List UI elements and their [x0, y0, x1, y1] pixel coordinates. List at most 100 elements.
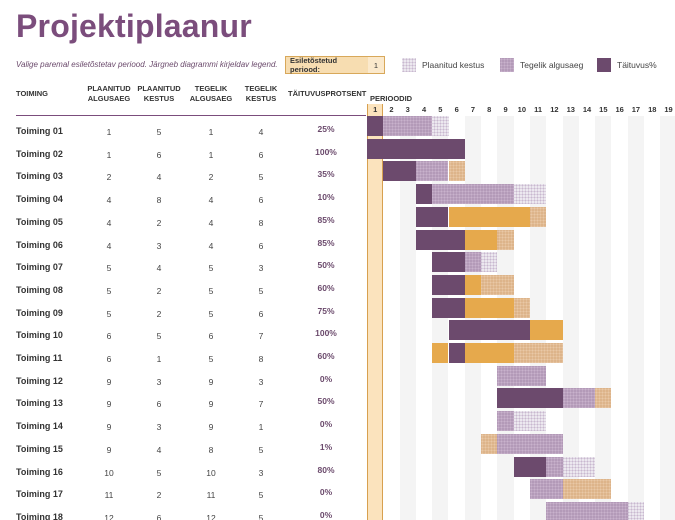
cell-plan-start[interactable]: 5: [106, 308, 112, 319]
cell-percent-complete[interactable]: 85%: [317, 214, 335, 225]
cell-percent-complete[interactable]: 0%: [319, 419, 333, 430]
cell-percent-complete[interactable]: 10%: [317, 192, 335, 203]
cell-percent-complete[interactable]: 100%: [315, 146, 337, 157]
cell-percent-complete[interactable]: 100%: [315, 328, 337, 339]
cell-plan-start[interactable]: 9: [106, 399, 112, 410]
cell-plan-start[interactable]: 2: [106, 172, 112, 183]
period-number: 12: [550, 105, 559, 114]
cell-percent-complete[interactable]: 85%: [317, 237, 335, 248]
cell-plan-start[interactable]: 4: [106, 217, 112, 228]
cell-percent-complete[interactable]: 0%: [319, 487, 333, 498]
cell-plan-start[interactable]: 1: [106, 149, 112, 160]
cell-percent-complete[interactable]: 25%: [317, 124, 335, 134]
cell-actual-start[interactable]: 9: [208, 399, 214, 410]
cell-plan-duration[interactable]: 2: [156, 217, 162, 228]
cell-percent-complete[interactable]: 75%: [317, 305, 335, 316]
cell-actual-duration[interactable]: 5: [258, 512, 264, 520]
period-number: 10: [517, 105, 526, 114]
cell-plan-duration[interactable]: 2: [156, 308, 162, 319]
cell-actual-duration[interactable]: 3: [258, 263, 264, 274]
cell-percent-complete[interactable]: 80%: [317, 464, 335, 475]
cell-actual-duration[interactable]: 4: [258, 127, 264, 137]
cell-plan-start[interactable]: 12: [104, 512, 114, 520]
cell-actual-start[interactable]: 1: [208, 127, 214, 137]
highlighted-period-input[interactable]: 1: [368, 57, 384, 73]
cell-plan-duration[interactable]: 6: [156, 149, 162, 160]
cell-actual-start[interactable]: 5: [208, 308, 214, 319]
cell-plan-start[interactable]: 5: [106, 263, 112, 274]
cell-actual-start[interactable]: 10: [206, 467, 216, 478]
cell-actual-start[interactable]: 2: [208, 172, 214, 183]
cell-actual-start[interactable]: 4: [208, 217, 214, 228]
highlighted-period-selector[interactable]: Esiletõstetud periood: 1: [285, 56, 385, 74]
cell-plan-start[interactable]: 4: [106, 195, 112, 206]
cell-actual-duration[interactable]: 6: [258, 149, 264, 160]
cell-actual-start[interactable]: 5: [208, 263, 214, 274]
cell-actual-duration[interactable]: 6: [258, 240, 264, 251]
cell-plan-duration[interactable]: 2: [156, 490, 162, 501]
complete-beyond-plan-bar: [448, 206, 530, 227]
cell-actual-start[interactable]: 4: [208, 240, 214, 251]
cell-actual-duration[interactable]: 5: [258, 444, 264, 455]
percent-complete-bar: [367, 138, 465, 159]
cell-plan-duration[interactable]: 8: [156, 195, 162, 206]
cell-actual-start[interactable]: 1: [208, 149, 214, 160]
cell-percent-complete[interactable]: 50%: [317, 396, 335, 407]
cell-actual-duration[interactable]: 8: [258, 354, 264, 364]
cell-plan-start[interactable]: 9: [106, 376, 112, 387]
cell-plan-duration[interactable]: 5: [156, 467, 162, 478]
cell-plan-duration[interactable]: 3: [156, 422, 162, 433]
cell-plan-start[interactable]: 6: [106, 354, 112, 364]
cell-percent-complete[interactable]: 60%: [317, 351, 335, 361]
cell-plan-duration[interactable]: 6: [156, 512, 162, 520]
cell-plan-duration[interactable]: 4: [156, 263, 162, 274]
cell-actual-start[interactable]: 4: [208, 195, 214, 206]
cell-plan-duration[interactable]: 2: [156, 285, 162, 296]
cell-actual-duration[interactable]: 5: [258, 285, 264, 296]
cell-plan-duration[interactable]: 4: [156, 444, 162, 455]
cell-plan-duration[interactable]: 6: [156, 399, 162, 410]
cell-plan-start[interactable]: 9: [106, 422, 112, 433]
period-column: [595, 116, 612, 520]
cell-plan-start[interactable]: 4: [106, 240, 112, 251]
cell-plan-duration[interactable]: 3: [156, 240, 162, 251]
cell-actual-start[interactable]: 11: [206, 490, 216, 501]
cell-percent-complete[interactable]: 60%: [317, 282, 335, 293]
cell-plan-duration[interactable]: 5: [156, 331, 162, 342]
cell-plan-start[interactable]: 11: [104, 490, 114, 501]
cell-percent-complete[interactable]: 1%: [319, 441, 333, 452]
cell-percent-complete[interactable]: 0%: [319, 509, 333, 520]
cell-actual-start[interactable]: 6: [208, 331, 214, 342]
cell-plan-duration[interactable]: 4: [156, 172, 162, 183]
activity-name: Toiming 02: [16, 148, 63, 159]
cell-actual-duration[interactable]: 8: [258, 217, 264, 228]
cell-plan-start[interactable]: 10: [104, 467, 114, 478]
activity-name: Toiming 09: [16, 307, 63, 318]
cell-actual-duration[interactable]: 1: [258, 422, 264, 433]
cell-plan-duration[interactable]: 3: [156, 376, 162, 387]
cell-percent-complete[interactable]: 50%: [317, 260, 335, 271]
cell-actual-start[interactable]: 9: [208, 376, 214, 387]
cell-plan-start[interactable]: 9: [106, 444, 112, 455]
cell-actual-start[interactable]: 12: [206, 512, 216, 520]
cell-actual-start[interactable]: 5: [208, 285, 214, 296]
cell-actual-start[interactable]: 8: [208, 444, 214, 455]
cell-actual-duration[interactable]: 3: [258, 376, 264, 387]
cell-plan-duration[interactable]: 1: [156, 354, 162, 364]
cell-plan-duration[interactable]: 5: [156, 127, 162, 137]
cell-actual-duration[interactable]: 6: [258, 195, 264, 206]
cell-percent-complete[interactable]: 0%: [319, 373, 333, 384]
cell-actual-duration[interactable]: 3: [258, 467, 264, 478]
cell-actual-start[interactable]: 5: [208, 354, 214, 364]
cell-plan-start[interactable]: 1: [106, 127, 112, 137]
cell-plan-start[interactable]: 5: [106, 285, 112, 296]
cell-actual-duration[interactable]: 5: [258, 490, 264, 501]
cell-actual-start[interactable]: 9: [208, 422, 214, 433]
actual-duration-bar: [497, 433, 563, 454]
cell-actual-duration[interactable]: 7: [258, 331, 264, 342]
cell-actual-duration[interactable]: 7: [258, 399, 264, 410]
cell-percent-complete[interactable]: 35%: [317, 169, 335, 180]
cell-plan-start[interactable]: 6: [106, 331, 112, 342]
cell-actual-duration[interactable]: 6: [258, 308, 264, 319]
cell-actual-duration[interactable]: 5: [258, 172, 264, 183]
